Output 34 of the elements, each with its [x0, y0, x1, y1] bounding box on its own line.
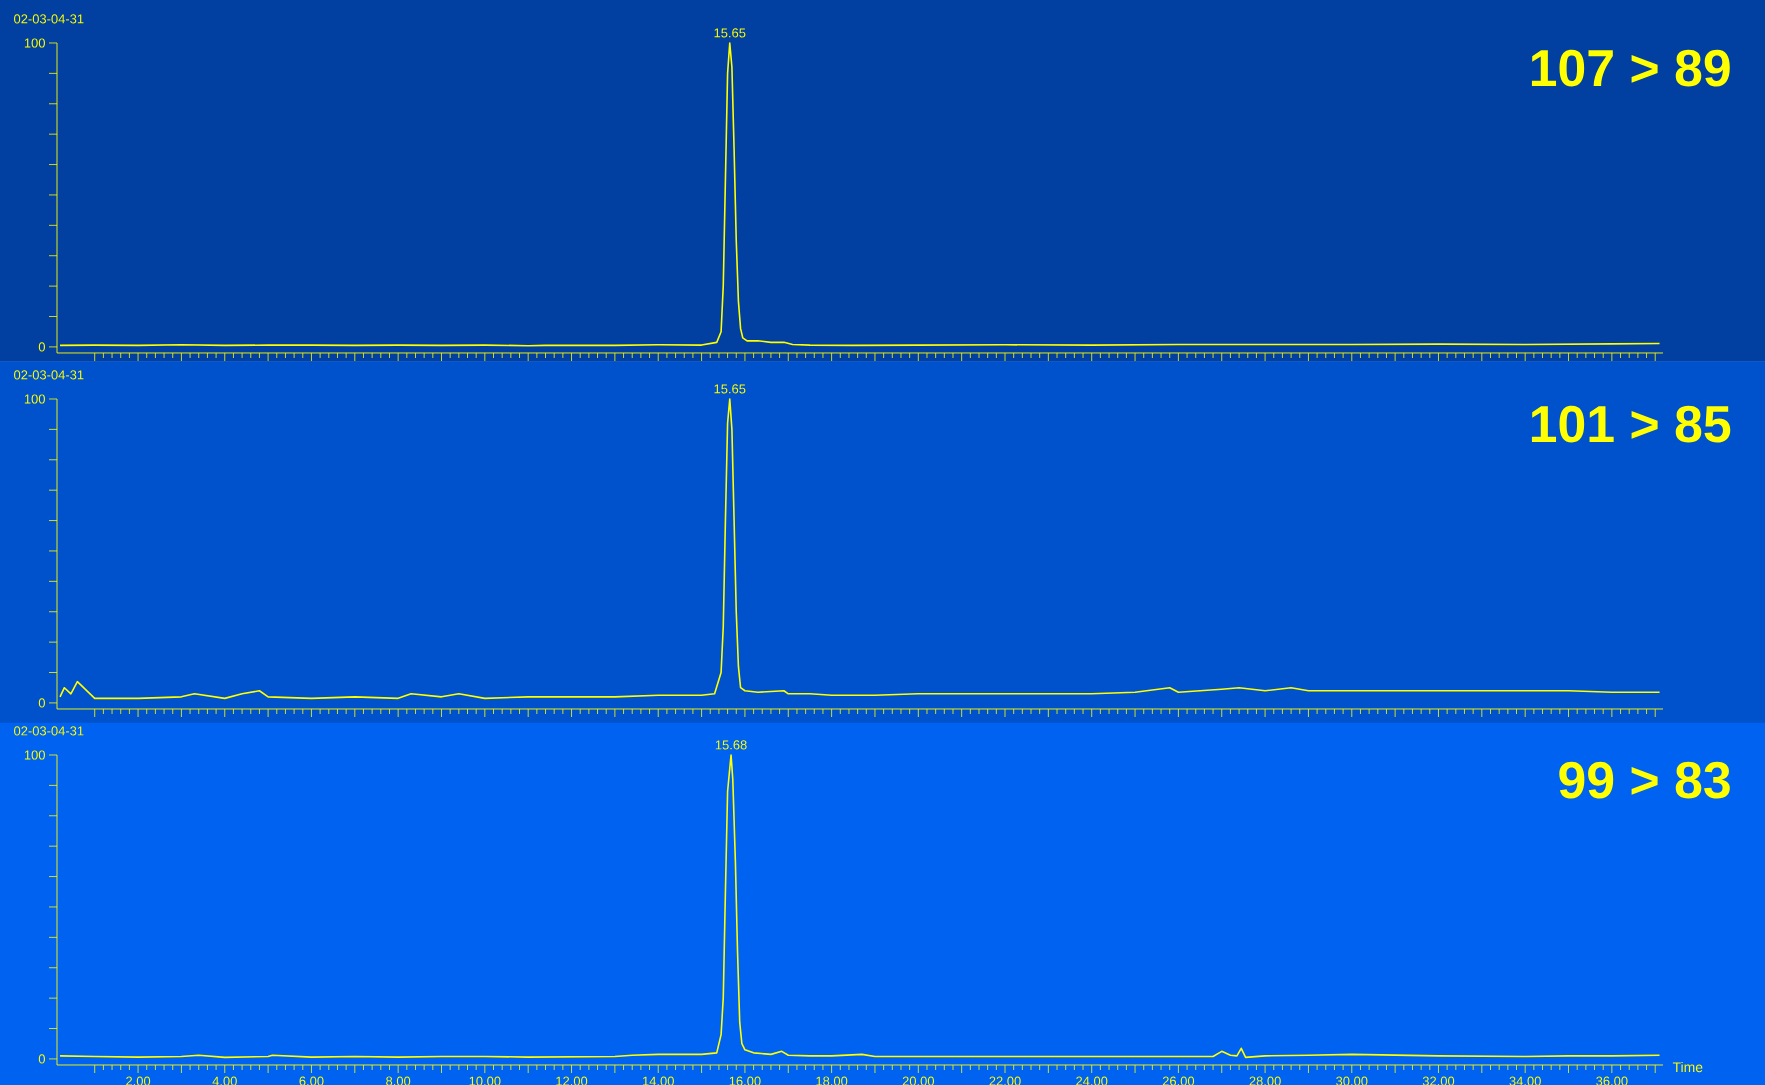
- x-tick-label: 14.00: [643, 1076, 674, 1085]
- chart-subtitle: 02-03-04-31: [14, 726, 84, 736]
- x-tick-label: 22.00: [989, 1076, 1021, 1085]
- x-tick-label: 20.00: [902, 1076, 935, 1085]
- y-tick-label: 0: [38, 1054, 45, 1064]
- x-tick-label: 36.00: [1596, 1076, 1628, 1085]
- y-tick-label: 0: [38, 342, 45, 352]
- y-tick-label: 0: [38, 698, 45, 708]
- x-tick-label: 2.00: [126, 1076, 151, 1085]
- y-tick-label: 100: [24, 38, 45, 48]
- chart-subtitle: 02-03-04-31: [14, 14, 84, 24]
- x-tick-label: 30.00: [1336, 1076, 1368, 1085]
- text: 15.65: [714, 28, 746, 38]
- x-tick-label: 34.00: [1509, 1076, 1541, 1085]
- y-tick-label: 100: [24, 750, 45, 760]
- chart-title: 101 > 85: [1531, 405, 1731, 443]
- x-axis-title: Time: [1672, 1061, 1703, 1073]
- x-tick-label: 26.00: [1162, 1076, 1195, 1085]
- chart-title: 107 > 89: [1531, 49, 1730, 87]
- x-tick-label: 6.00: [299, 1076, 324, 1085]
- chart-title: 99 > 83: [1559, 761, 1730, 799]
- x-tick-label: 32.00: [1422, 1076, 1455, 1085]
- x-tick-label: 28.00: [1249, 1076, 1281, 1085]
- x-tick-label: 8.00: [386, 1076, 411, 1085]
- text: 15.65: [714, 384, 746, 394]
- x-tick-label: 16.00: [729, 1076, 761, 1085]
- x-tick-label: 24.00: [1076, 1076, 1108, 1085]
- x-tick-label: 12.00: [556, 1076, 588, 1085]
- x-tick-label: 18.00: [816, 1076, 848, 1085]
- text: 15.68: [715, 740, 747, 750]
- x-tick-label: 10.00: [469, 1076, 501, 1085]
- y-tick-label: 100: [24, 394, 45, 404]
- x-tick-label: 4.00: [212, 1076, 237, 1085]
- chart-subtitle: 02-03-04-31: [14, 370, 84, 380]
